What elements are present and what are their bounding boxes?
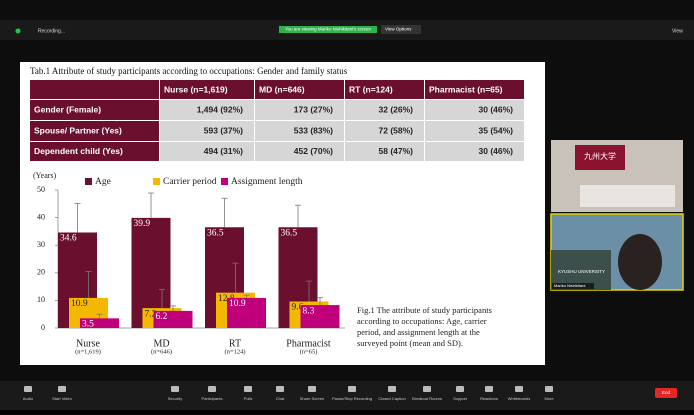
- column-header: Nurse (n=1,619): [164, 84, 228, 94]
- toolbar-label[interactable]: Audio: [23, 396, 34, 401]
- view[interactable]: View: [672, 28, 683, 34]
- value-label: 39.9: [134, 219, 151, 229]
- toolbar-label[interactable]: Closed Caption: [378, 396, 405, 401]
- row-label: Gender (Female): [34, 104, 101, 114]
- header-cell: [30, 80, 159, 99]
- toolbar-icon[interactable]: [423, 386, 431, 392]
- cell-text: 1,494 (92%): [197, 104, 243, 114]
- value-label: 36.5: [207, 228, 224, 238]
- column-header: RT (n=124): [349, 84, 393, 94]
- x-tick-sublabel: (n=124): [225, 348, 246, 355]
- cell-text: 35 (54%): [479, 125, 514, 135]
- figure-caption: according to occupations: Age, carrier: [357, 316, 487, 326]
- toolbar-icon[interactable]: [515, 386, 523, 392]
- value-label: 8.3: [303, 306, 315, 316]
- cell-text: 452 (70%): [294, 146, 333, 156]
- toolbar-label[interactable]: More: [544, 396, 554, 401]
- tile-banner: KYUSHU UNIVERSITY: [558, 269, 605, 274]
- toolbar-icon[interactable]: [244, 386, 252, 392]
- participant: [618, 234, 662, 290]
- toolbar-icon[interactable]: [485, 386, 493, 392]
- toolbar-icon[interactable]: [348, 386, 356, 392]
- legend-label: Age: [95, 177, 111, 187]
- zoom-window: Recording... You are viewing Mariko Nish…: [0, 0, 694, 410]
- toolbar-icon[interactable]: [308, 386, 316, 392]
- x-tick-sublabel: (n=646): [151, 348, 172, 355]
- view-options[interactable]: View Options: [385, 27, 412, 32]
- column-header: Pharmacist (n=65): [429, 84, 503, 94]
- desk: [580, 185, 675, 207]
- toolbar-icon[interactable]: [456, 386, 464, 392]
- legend-swatch: [85, 178, 92, 185]
- cell-text: 593 (37%): [204, 125, 243, 135]
- share-banner: You are viewing Mariko Nishikitani's scr…: [285, 27, 371, 32]
- toolbar-icon[interactable]: [58, 386, 66, 392]
- value-label: 10.9: [71, 299, 88, 309]
- toolbar-label[interactable]: Support: [453, 396, 468, 401]
- value-label: 34.6: [60, 234, 77, 244]
- y-tick-label: 10: [37, 295, 45, 304]
- cell-text: 72 (58%): [379, 125, 414, 135]
- value-label: 6.2: [156, 312, 168, 322]
- toolbar-label[interactable]: Security: [168, 396, 182, 401]
- shield-icon: [16, 29, 21, 34]
- toolbar-label[interactable]: Chat: [276, 396, 285, 401]
- cell-text: 494 (31%): [204, 146, 243, 156]
- cell-text: 533 (83%): [294, 125, 333, 135]
- y-tick-label: 50: [37, 185, 45, 194]
- table-title: Tab.1 Attribute of study participants ac…: [30, 66, 348, 76]
- row-label: Spouse/ Partner (Yes): [34, 125, 122, 135]
- legend-label: Assignment length: [231, 177, 303, 187]
- toolbar-label[interactable]: Share Screen: [300, 396, 324, 401]
- figure-caption: Fig.1 The attribute of study participant…: [357, 305, 492, 315]
- value-label: 3.5: [82, 320, 94, 330]
- y-tick-label: 20: [37, 268, 45, 277]
- toolbar-icon[interactable]: [208, 386, 216, 392]
- cell-text: 32 (26%): [379, 104, 414, 114]
- y-tick-label: 40: [37, 212, 45, 221]
- cell-text: 30 (46%): [479, 146, 514, 156]
- toolbar-icon[interactable]: [24, 386, 32, 392]
- cell-text: 58 (47%): [379, 146, 414, 156]
- toolbar-icon[interactable]: [388, 386, 396, 392]
- value-label: 36.5: [281, 228, 298, 238]
- x-tick-sublabel: (n=1,619): [75, 348, 101, 355]
- figure-caption: surveyed point (mean and SD).: [357, 338, 463, 348]
- end-label[interactable]: End: [662, 390, 671, 395]
- tile-banner: 九州大学: [584, 151, 616, 161]
- cell-text: 173 (27%): [294, 104, 333, 114]
- toolbar-label[interactable]: Participants: [202, 396, 223, 401]
- y-tick-label: 30: [37, 240, 45, 249]
- value-label: 10.9: [229, 299, 246, 309]
- participant-name: Mariko Nishikitani: [554, 283, 585, 288]
- legend-swatch: [153, 178, 160, 185]
- toolbar-label[interactable]: Breakout Rooms: [412, 396, 442, 401]
- toolbar-icon[interactable]: [171, 386, 179, 392]
- y-axis-label: (Years): [33, 171, 57, 180]
- toolbar-icon[interactable]: [276, 386, 284, 392]
- x-tick-sublabel: (n=65): [300, 348, 318, 355]
- recording[interactable]: Recording...: [38, 28, 65, 34]
- toolbar-label[interactable]: Pause/Stop Recording: [332, 396, 372, 401]
- toolbar-icon[interactable]: [545, 386, 553, 392]
- cell-text: 30 (46%): [479, 104, 514, 114]
- legend-swatch: [221, 178, 228, 185]
- column-header: MD (n=646): [259, 84, 305, 94]
- y-tick-label: 0: [41, 323, 45, 332]
- legend-label: Carrier period: [163, 177, 217, 187]
- toolbar-label[interactable]: Start Video: [52, 396, 72, 401]
- toolbar-label[interactable]: Whiteboards: [508, 396, 530, 401]
- row-label: Dependent child (Yes): [34, 146, 123, 156]
- toolbar-label[interactable]: Reactions: [480, 396, 498, 401]
- toolbar-label[interactable]: Polls: [244, 396, 253, 401]
- figure-caption: period, and assignment length at the: [357, 327, 480, 337]
